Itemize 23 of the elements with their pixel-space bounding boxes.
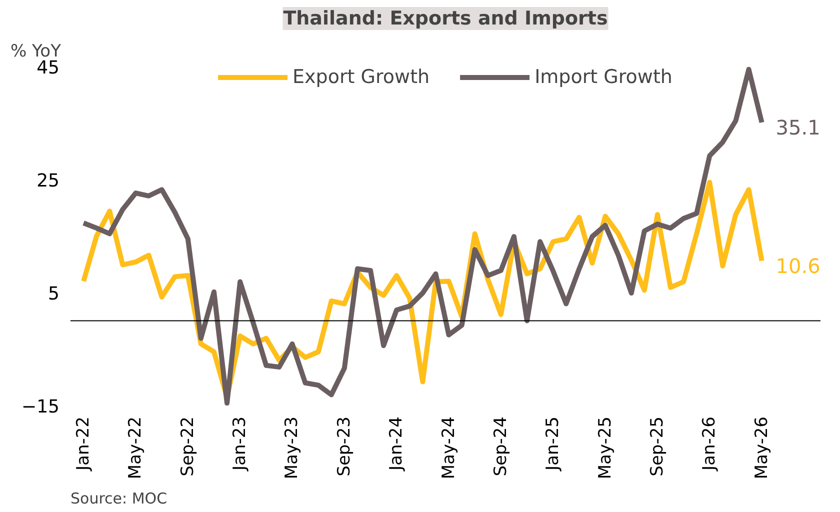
- annotation: 35.1: [776, 115, 820, 140]
- y-tick-label: −15: [22, 396, 60, 418]
- x-tick-label: May-22: [126, 416, 146, 480]
- x-tick-label: May-24: [438, 416, 459, 480]
- y-tick-label: 5: [48, 284, 60, 304]
- x-tick-label: May-25: [595, 416, 616, 480]
- legend-label: Export Growth: [292, 66, 430, 88]
- x-tick-label: May-26: [752, 416, 772, 480]
- x-tick-label: Jan-22: [74, 416, 94, 472]
- x-tick-label: Sep-24: [490, 416, 511, 476]
- x-tick-label: Jan-24: [386, 416, 407, 472]
- chart-title: Thailand: Exports and Imports: [283, 8, 608, 30]
- x-tick-label: May-23: [282, 416, 302, 480]
- legend-label: Import Growth: [534, 66, 672, 88]
- x-tick-label: Jan-26: [700, 416, 720, 472]
- x-tick-label: Jan-23: [230, 416, 250, 472]
- x-tick-label: Jan-25: [543, 416, 564, 472]
- source-note: Source: MOC: [70, 490, 168, 508]
- x-tick-label: Sep-25: [647, 416, 668, 476]
- y-tick-label: 25: [36, 170, 60, 192]
- annotation: 10.6: [776, 254, 820, 278]
- x-tick-label: Sep-23: [334, 416, 354, 476]
- x-tick-label: Sep-22: [178, 416, 198, 476]
